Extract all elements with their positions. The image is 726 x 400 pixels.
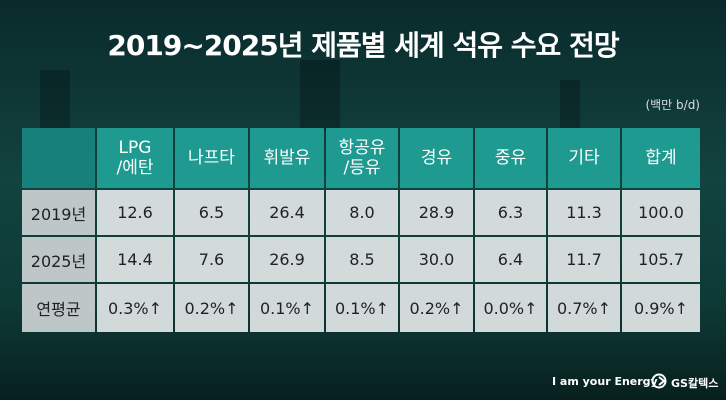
table-cell: 0.7%↑ xyxy=(548,284,620,332)
table-cell: 0.2%↑ xyxy=(400,284,473,332)
table-cell: 14.4 xyxy=(97,237,173,282)
column-header: 중유 xyxy=(475,128,546,188)
row-header: 2019년 xyxy=(22,190,95,235)
logo xyxy=(651,373,667,389)
title: 2019~2025년 제품별 세계 석유 수요 전망 xyxy=(107,29,619,62)
row-header: 연평균 xyxy=(22,284,95,332)
background-shape xyxy=(40,70,70,130)
column-header: LPG /에탄 xyxy=(97,128,173,188)
table-cell: 6.5 xyxy=(175,190,248,235)
background-shape xyxy=(300,60,340,130)
column-header: 경유 xyxy=(400,128,473,188)
table-cell: 0.1%↑ xyxy=(250,284,324,332)
table-cell: 12.6 xyxy=(97,190,173,235)
background-shape xyxy=(560,80,580,130)
table-cell: 0.2%↑ xyxy=(175,284,248,332)
table-cell: 11.3 xyxy=(548,190,620,235)
table-cell: 28.9 xyxy=(400,190,473,235)
table-cell: 6.3 xyxy=(475,190,546,235)
table-cell: 11.7 xyxy=(548,237,620,282)
table-cell: 26.4 xyxy=(250,190,324,235)
column-header: 항공유 /등유 xyxy=(326,128,398,188)
table-cell: 6.4 xyxy=(475,237,546,282)
table-cell: 8.5 xyxy=(326,237,398,282)
slogan: I am your Energy xyxy=(552,375,658,388)
row-header: 2025년 xyxy=(22,237,95,282)
table-cell: 0.3%↑ xyxy=(97,284,173,332)
column-header: 기타 xyxy=(548,128,620,188)
column-header: 나프타 xyxy=(175,128,248,188)
column-header: 합계 xyxy=(622,128,700,188)
table-cell: 0.0%↑ xyxy=(475,284,546,332)
table-cell: 0.9%↑ xyxy=(622,284,700,332)
column-header xyxy=(22,128,95,188)
column-header: 휘발유 xyxy=(250,128,324,188)
table-cell: 8.0 xyxy=(326,190,398,235)
table-cell: 105.7 xyxy=(622,237,700,282)
table-cell: 100.0 xyxy=(622,190,700,235)
table-cell: 7.6 xyxy=(175,237,248,282)
table-cell: 26.9 xyxy=(250,237,324,282)
table-cell: 0.1%↑ xyxy=(326,284,398,332)
unit-label: (백만 b/d) xyxy=(645,98,700,112)
brand: GS칼텍스 xyxy=(671,377,719,390)
table-cell: 30.0 xyxy=(400,237,473,282)
